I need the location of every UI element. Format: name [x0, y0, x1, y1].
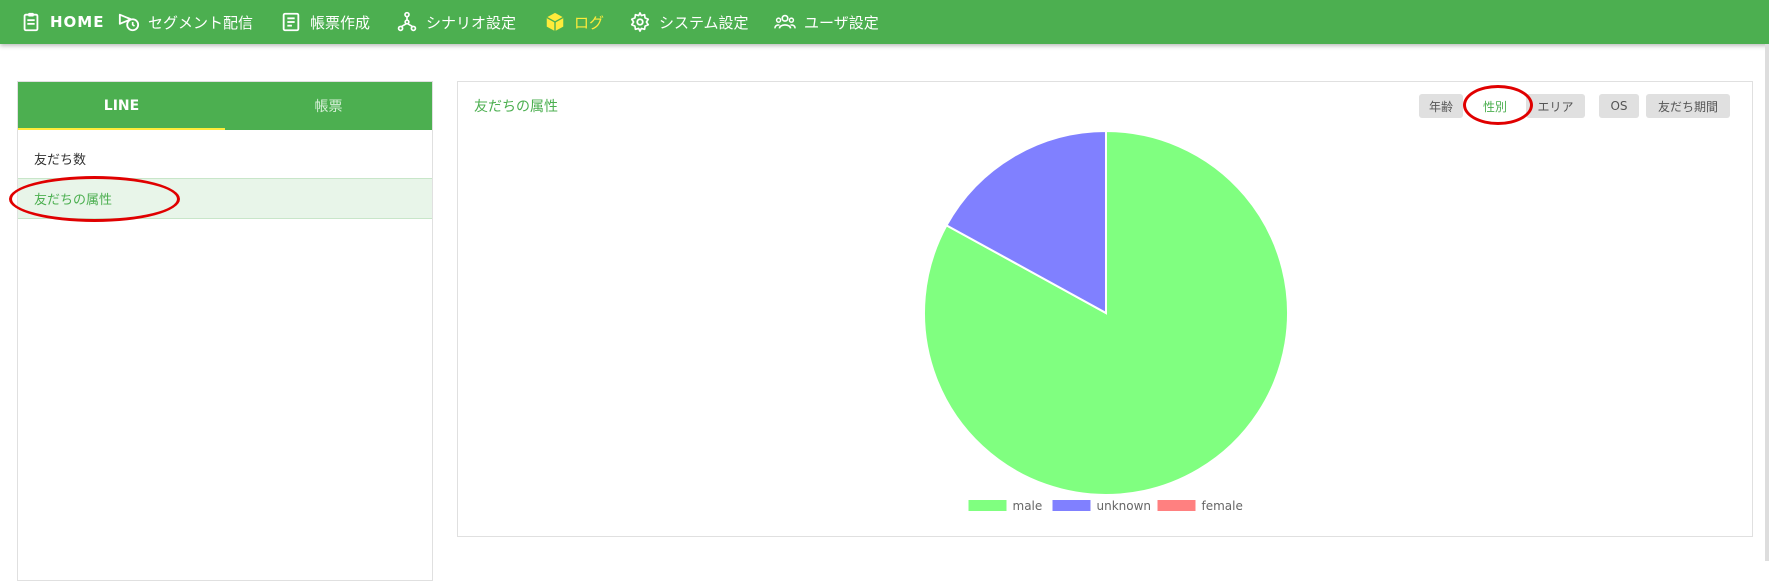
nav-item-report-creation[interactable]: 帳票作成 — [280, 0, 370, 44]
legend-label-male[interactable]: male — [1013, 499, 1043, 513]
legend-swatch-unknown[interactable] — [1052, 500, 1091, 511]
filter-friend-period-button[interactable]: 友だち期間 — [1646, 94, 1730, 118]
nav-item-log[interactable]: ログ — [544, 0, 604, 44]
gender-pie-chart: male unknown female — [923, 129, 1289, 513]
sidebar-item-friend-attributes[interactable]: 友だちの属性 — [18, 178, 432, 219]
legend-label-unknown[interactable]: unknown — [1097, 499, 1152, 513]
sidebar-item-label: 友だちの属性 — [34, 193, 113, 208]
nav-item-label: 帳票作成 — [310, 13, 371, 32]
legend-label-female[interactable]: female — [1202, 499, 1243, 513]
pie-slice-unknown[interactable] — [945, 129, 1107, 315]
filter-os-button[interactable]: OS — [1599, 94, 1639, 118]
sidebar-item-label: 友だち数 — [34, 153, 87, 168]
tab-report[interactable]: 帳票 — [225, 82, 432, 130]
gear-icon — [629, 11, 651, 33]
filter-area-button[interactable]: エリア — [1526, 94, 1585, 118]
send-clock-icon — [118, 11, 140, 33]
nav-item-label: シナリオ設定 — [426, 13, 517, 32]
users-icon — [774, 11, 796, 33]
nav-item-label: セグメント配信 — [148, 13, 254, 32]
nav-item-label: HOME — [50, 13, 105, 31]
friend-attributes-card: 友だちの属性 年齢 性別 エリア OS 友だち期間 male unknown fem… — [457, 81, 1753, 537]
nav-item-user-settings[interactable]: ユーザ設定 — [774, 0, 879, 44]
active-tab-indicator — [18, 128, 225, 130]
nav-item-label: ユーザ設定 — [804, 13, 879, 32]
filter-gender-button[interactable]: 性別 — [1470, 94, 1520, 118]
tab-label: 帳票 — [314, 99, 343, 115]
document-icon — [280, 11, 302, 33]
sidebar-item-friend-count[interactable]: 友だち数 — [18, 138, 432, 179]
nav-item-scenario-settings[interactable]: シナリオ設定 — [396, 0, 516, 44]
filter-age-button[interactable]: 年齢 — [1419, 94, 1463, 118]
legend-swatch-male[interactable] — [968, 500, 1007, 511]
nav-item-segment-delivery[interactable]: セグメント配信 — [118, 0, 253, 44]
cube-icon — [544, 11, 566, 33]
top-navigation-bar: HOME セグメント配信 帳票作成 シナリオ設定 ログ システム設定 ユーザ — [0, 0, 1769, 44]
nav-item-label: システム設定 — [659, 13, 749, 32]
card-title: 友だちの属性 — [474, 99, 558, 115]
sidebar-tabs: LINE 帳票 — [18, 82, 432, 130]
nav-item-system-settings[interactable]: システム設定 — [629, 0, 749, 44]
nav-item-label: ログ — [574, 13, 605, 32]
nav-item-home[interactable]: HOME — [20, 0, 104, 44]
tab-label: LINE — [103, 98, 140, 114]
legend-swatch-female[interactable] — [1157, 500, 1196, 511]
clipboard-icon — [20, 11, 42, 33]
sidebar-panel: LINE 帳票 友だち数 友だちの属性 — [17, 81, 433, 581]
page-scrollbar[interactable] — [1765, 44, 1769, 561]
tab-line[interactable]: LINE — [18, 82, 225, 130]
flow-icon — [396, 11, 418, 33]
